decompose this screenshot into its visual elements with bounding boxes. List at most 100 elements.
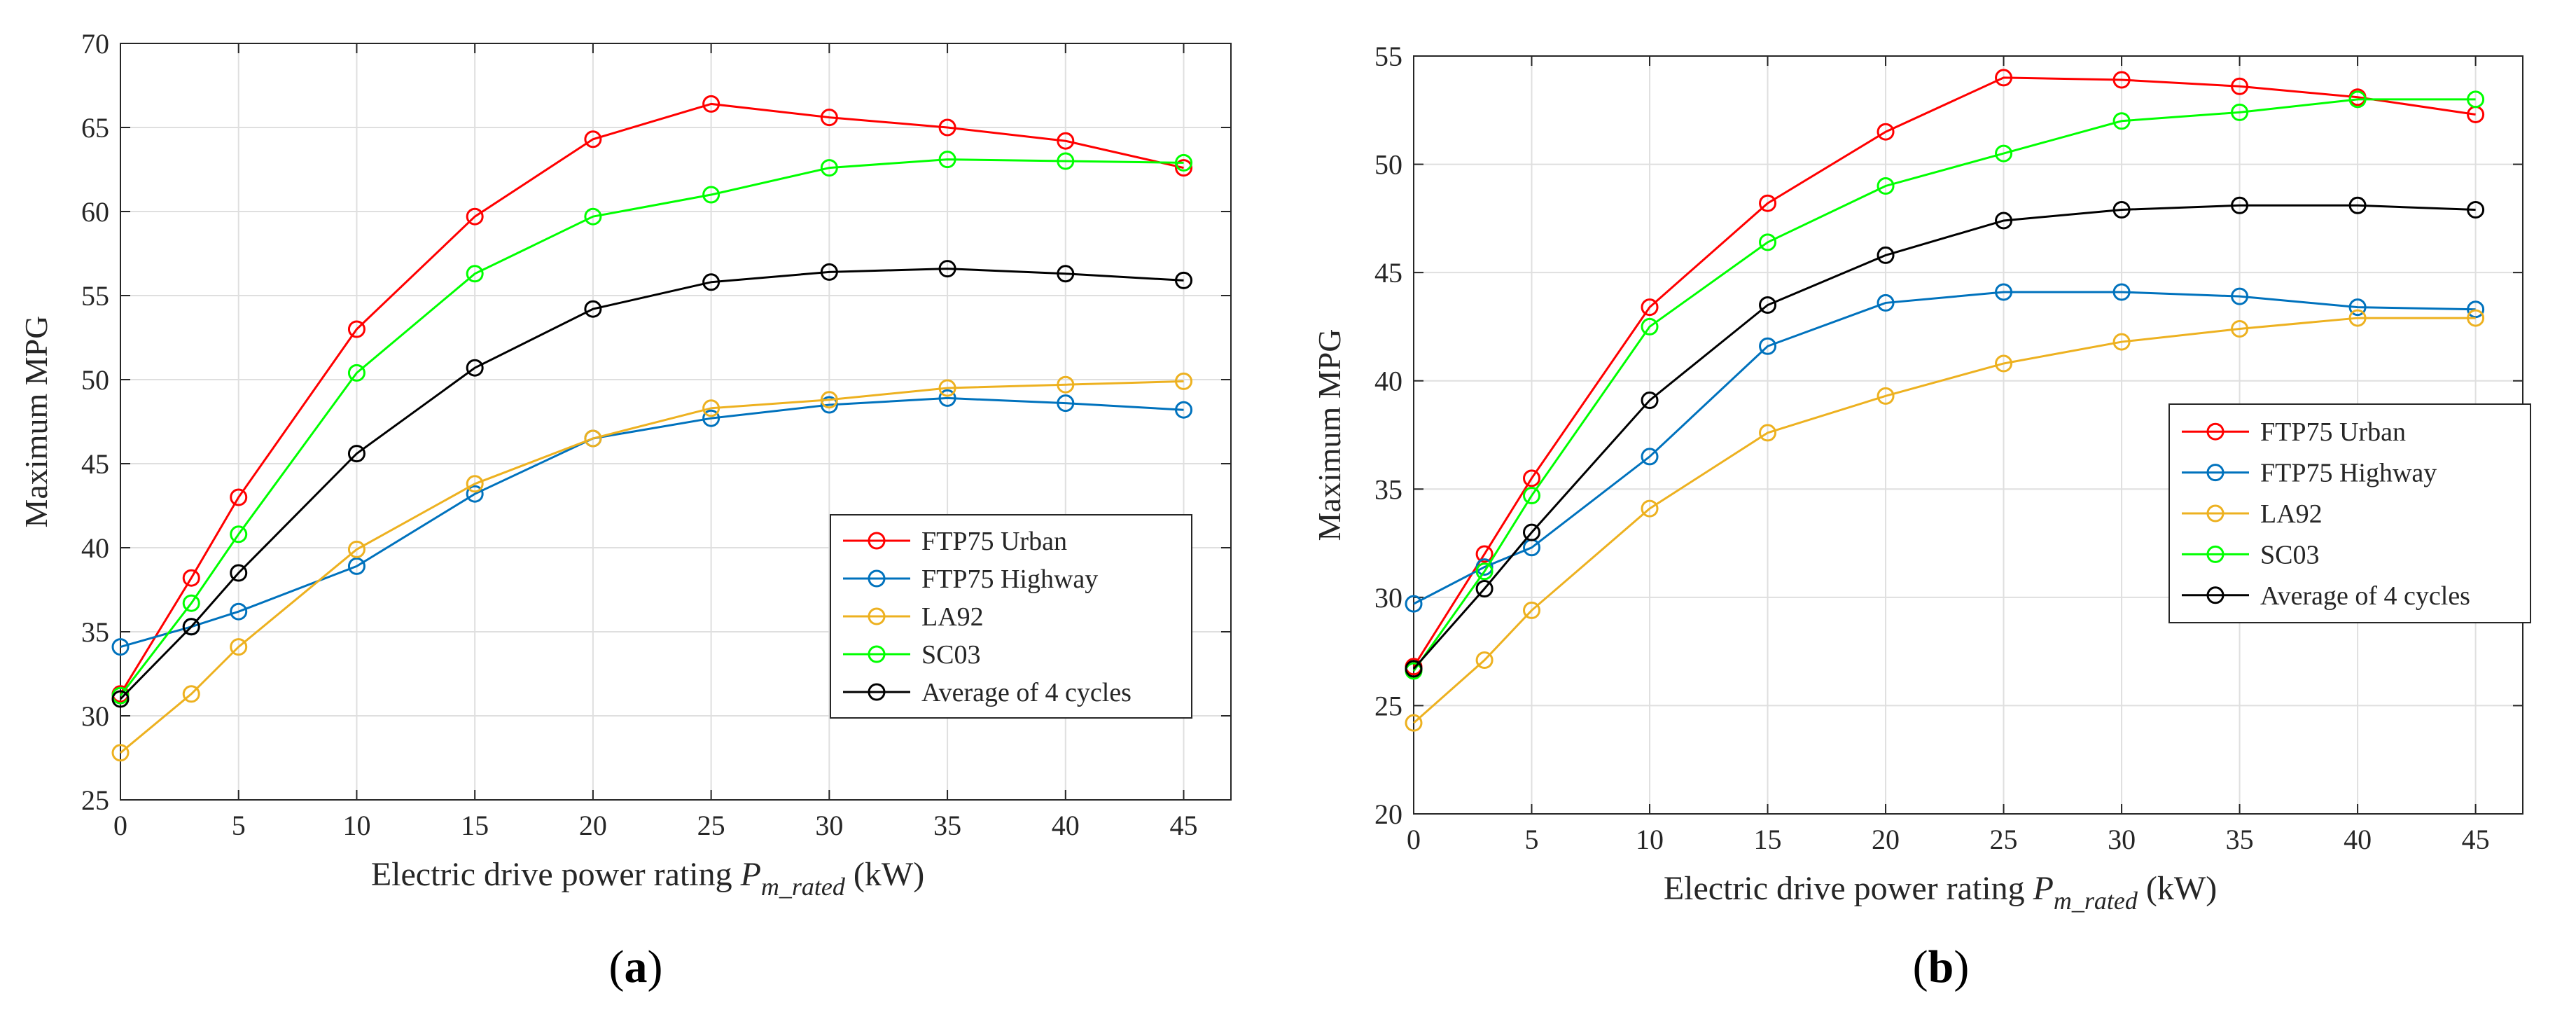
data-point [820,263,838,281]
x-tick-label: 35 [2226,824,2254,855]
data-point [2467,90,2485,109]
data-point [182,685,200,703]
panel-label-open: ( [609,941,625,992]
data-point [111,690,130,708]
series-line [1412,204,2476,670]
data-point [1057,394,1075,413]
data-point [1475,562,1494,581]
x-axis-label: Electric drive power rating Pm_rated (kW… [1664,870,2217,915]
panel-label-letter: a [625,941,648,992]
y-tick-label: 25 [1374,690,1402,721]
y-tick-label: 55 [1374,41,1402,72]
data-point [466,359,484,377]
data-point [2348,90,2367,109]
data-point [1995,69,2013,87]
data-point [1475,558,1494,576]
data-point [1475,651,1494,670]
data-point [1995,354,2013,373]
chart-panel-a: 0 5 10 15 20 25 30 35 40 45 25 30 35 40 45 50 55 60 65 70 Ma… [18,28,1232,992]
data-point [1759,337,1777,355]
panel-label-open: ( [1913,941,1928,992]
legend-marker [2206,422,2225,441]
x-tick-label: 10 [342,810,370,841]
legend-entry: SC03 [2260,540,2319,569]
data-point [2348,298,2367,317]
data-point [1877,387,1895,405]
data-point [2467,309,2485,327]
legend-entry: Average of 4 cycles [2260,581,2470,611]
data-point [938,151,956,169]
series-line [1413,317,2476,724]
x-tick-label: 15 [1754,824,1782,855]
legend-marker [868,532,886,550]
x-axis-label-main: Electric drive power rating [1664,870,2033,907]
y-tick-label: 25 [81,784,109,816]
legend-entry: FTP75 Highway [921,565,1098,594]
data-point [2112,333,2131,351]
y-tick-label: 70 [81,28,109,60]
data-point [938,260,956,278]
data-point [938,379,956,397]
x-tick-label: 5 [232,810,246,841]
x-axis-label-var: P [740,856,761,893]
data-point [1175,271,1193,289]
series-line [1413,291,2476,605]
data-point [938,118,956,137]
data-point [938,389,956,407]
data-point [111,638,130,656]
data-point [1641,298,1659,317]
x-tick-label: 25 [697,810,725,841]
data-point [466,475,484,493]
data-point [820,159,838,177]
legend-marker [2206,504,2225,523]
series-line [1412,76,2476,667]
data-point [466,207,484,226]
axes-frame [120,43,1232,801]
data-point [1641,448,1659,466]
x-axis-label-unit: (kW) [2138,870,2217,907]
data-point [2112,283,2131,301]
y-tick-label: 45 [81,448,109,480]
x-tick-label: 25 [1990,824,2018,855]
y-tick-label: 50 [81,364,109,396]
y-tick-label: 30 [1374,582,1402,614]
y-tick-label: 40 [1374,366,1402,397]
x-tick-label: 45 [1170,810,1198,841]
legend: FTP75 Urban FTP75 Highway LA92 SC03 Average … [2168,403,2531,623]
data-point [702,186,720,204]
y-tick-label: 60 [81,196,109,228]
data-point [1175,153,1193,172]
series-line [119,158,1184,697]
data-point [2231,196,2249,214]
data-point [230,564,248,582]
y-tick-label: 50 [1374,149,1402,181]
data-point [1523,601,1541,619]
x-tick-label: 40 [1052,810,1080,841]
data-point [1641,392,1659,410]
data-point [466,265,484,283]
legend-marker [2206,586,2225,604]
data-point [1877,177,1895,195]
legend-entry: FTP75 Urban [921,527,1067,556]
series-line [119,102,1184,695]
data-point [2231,287,2249,305]
data-point [1523,469,1541,487]
data-point [2112,200,2131,219]
y-tick-label: 45 [1374,257,1402,289]
legend-entry: Average of 4 cycles [921,678,1132,707]
data-point [347,540,365,558]
data-point [1877,123,1895,141]
data-point [230,488,248,506]
data-point [820,391,838,409]
legend: FTP75 Urban FTP75 Highway LA92 SC03 Average … [830,514,1192,719]
data-point [230,638,248,656]
data-point [347,364,365,382]
data-point [702,399,720,417]
data-point [2112,112,2131,130]
data-point [2231,77,2249,95]
data-point [584,300,602,318]
x-tick-label: 15 [461,810,489,841]
series-line [1412,98,2476,672]
